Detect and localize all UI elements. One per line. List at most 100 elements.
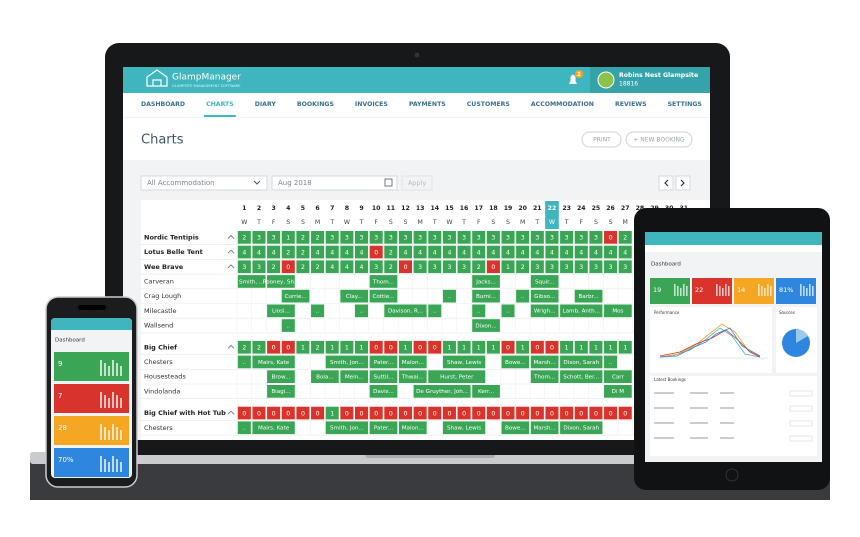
nav-item[interactable]: INVOICES [355,101,388,108]
stat-spark [677,286,679,296]
availability-cell [472,260,486,274]
booking[interactable] [267,370,295,383]
booking-label: Bowe... [505,426,526,432]
booking[interactable] [560,421,603,435]
booking[interactable] [369,385,398,398]
availability-count: 0 [521,410,525,417]
booking[interactable] [530,275,559,288]
availability-count: 2 [242,345,246,352]
booking[interactable] [311,304,325,318]
booking[interactable] [442,421,486,435]
booking[interactable] [267,385,295,398]
booking[interactable] [472,304,486,318]
booking[interactable] [252,421,295,435]
group-chevron[interactable] [227,410,235,415]
booking[interactable] [237,275,266,288]
prev-button[interactable] [658,175,674,191]
booking[interactable] [530,304,559,318]
booking[interactable] [281,319,295,332]
print-button[interactable] [581,131,622,148]
accommodation-select[interactable] [140,175,268,191]
booking[interactable] [340,370,369,383]
booking[interactable] [311,370,339,383]
availability-count: 3 [447,235,451,242]
booking[interactable] [516,289,530,303]
booking[interactable] [574,289,603,303]
booking[interactable] [237,421,251,435]
booking[interactable] [413,385,471,398]
booking[interactable] [340,289,369,303]
booking[interactable] [501,421,530,435]
nav-item[interactable]: CUSTOMERS [467,101,510,108]
nav-item[interactable]: REVIEWS [615,101,647,108]
booking[interactable] [560,370,603,383]
booking[interactable] [281,289,310,303]
booking[interactable] [604,370,632,383]
nav-item[interactable]: CHARTS [206,101,234,108]
booking[interactable] [369,355,398,369]
booking[interactable] [325,355,369,369]
booking-label: Thwai... [401,374,424,380]
apply-button[interactable] [401,175,433,191]
group-chevron[interactable] [227,234,235,239]
availability-count: 1 [623,345,627,352]
booking[interactable] [604,304,632,318]
booking[interactable] [501,304,515,318]
booking[interactable] [398,370,427,383]
booking[interactable] [369,421,398,435]
availability-cell [237,231,251,244]
booking[interactable] [267,275,295,288]
group-chevron[interactable] [227,344,235,349]
booking[interactable] [369,275,398,288]
booking[interactable] [472,289,500,303]
booking[interactable] [355,304,369,318]
booking[interactable] [472,319,500,332]
booking[interactable] [442,289,456,303]
booking[interactable] [472,275,500,288]
availability-count: 2 [242,235,246,242]
nav-item[interactable]: DIARY [255,101,277,108]
nav-item[interactable]: SETTINGS [668,101,702,108]
booking[interactable] [398,421,427,435]
availability-count: 3 [272,235,276,242]
booking[interactable] [237,355,251,369]
availability-cell [340,340,354,354]
booking[interactable] [384,304,427,318]
booking[interactable] [428,304,442,318]
booking[interactable] [369,370,398,383]
nav-item[interactable]: PAYMENTS [409,101,446,108]
booking[interactable] [325,421,369,435]
booking[interactable] [472,385,500,398]
group-chevron[interactable] [227,249,235,254]
phone-stat-spark [120,366,122,376]
booking[interactable] [530,421,559,435]
booking[interactable] [501,355,530,369]
weekday: W [549,219,555,226]
month-input[interactable] [271,175,398,191]
booking[interactable] [560,355,603,369]
availability-cell [267,340,281,354]
booking[interactable] [252,355,295,369]
availability-count: 3 [535,264,539,271]
booking[interactable] [442,355,486,369]
booking[interactable] [604,355,618,369]
nav-item[interactable]: ACCOMMODATION [531,101,594,108]
booking[interactable] [398,355,427,369]
nav-item[interactable]: DASHBOARD [141,101,185,108]
availability-cell [311,245,325,259]
booking[interactable] [604,385,632,398]
day-number: 4 [286,205,291,212]
group-chevron[interactable] [227,264,235,269]
nav-item[interactable]: BOOKINGS [297,101,334,108]
booking[interactable] [530,370,559,383]
stat-value: 14 [737,286,745,294]
next-button[interactable] [675,175,691,191]
booking[interactable] [267,304,295,318]
booking[interactable] [530,289,559,303]
booking[interactable] [560,304,603,318]
availability-cell [618,231,632,244]
new-booking-button[interactable] [625,131,693,148]
booking[interactable] [369,289,398,303]
booking[interactable] [428,370,486,383]
booking[interactable] [530,355,559,369]
